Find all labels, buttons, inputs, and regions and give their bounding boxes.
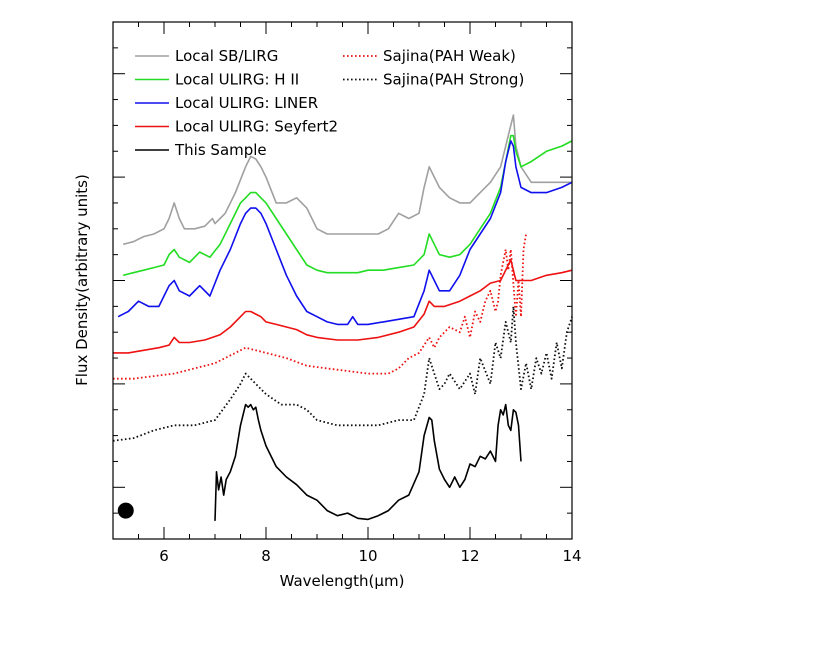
x-tick-label: 8	[261, 547, 271, 565]
series-line-this-sample	[214, 403, 522, 521]
series-line-local-sb-lirg	[123, 114, 572, 246]
legend-label-local-ulirg-h-ii: Local ULIRG: H II	[175, 71, 299, 89]
y-axis	[113, 21, 572, 540]
series-layer	[112, 114, 573, 521]
legend-label-sajina-pah-strong: Sajina(PAH Strong)	[383, 71, 524, 89]
x-tick-label: 10	[358, 547, 377, 565]
legend-label-sajina-pah-weak: Sajina(PAH Weak)	[383, 47, 516, 65]
series-line-sajina-pah-strong	[112, 305, 573, 442]
x-tick-label: 14	[562, 547, 581, 565]
legend-label-local-sb-lirg: Local SB/LIRG	[175, 47, 278, 65]
marker-dot	[117, 502, 134, 519]
legend: Local SB/LIRG Local ULIRG: H II Local ULIR…	[135, 47, 524, 159]
legend-label-local-ulirg-seyfert2: Local ULIRG: Seyfert2	[175, 118, 338, 136]
y-axis-label: Flux Density(arbitrary units)	[73, 174, 91, 386]
x-axis-label: Wavelength(μm)	[280, 572, 405, 590]
series-line-local-ulirg-seyfert2	[113, 259, 573, 354]
series-line-sajina-pah-weak	[113, 233, 527, 380]
x-axis: 6 8 10 12 14	[112, 22, 582, 565]
legend-label-local-ulirg-liner: Local ULIRG: LINER	[175, 94, 318, 112]
x-tick-label: 6	[159, 547, 169, 565]
legend-label-this-sample: This Sample	[174, 141, 267, 159]
x-tick-label: 12	[460, 547, 479, 565]
series-line-local-ulirg-liner	[117, 140, 573, 326]
